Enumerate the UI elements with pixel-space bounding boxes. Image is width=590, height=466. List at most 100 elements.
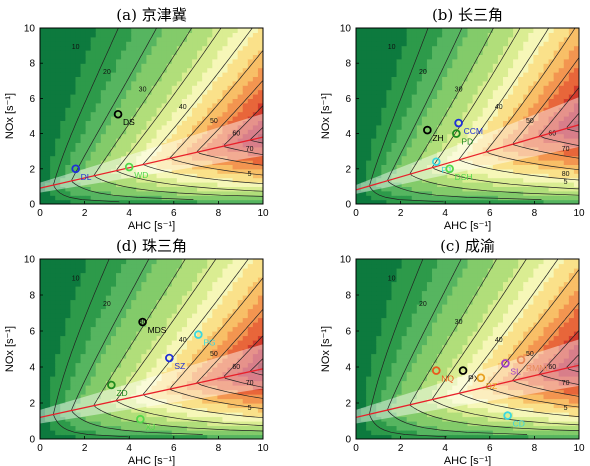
contour-label: 50 [526, 118, 534, 125]
contour-label: 50 [210, 118, 218, 125]
site-label: CD [513, 419, 525, 429]
contour-lines [53, 28, 263, 203]
y-tick-label: 10 [340, 255, 352, 266]
site-marker: RMNL [516, 355, 550, 373]
y-axis-label: NOx [s⁻¹] [320, 93, 332, 139]
contour-label: 40 [495, 337, 503, 344]
plot-frame [355, 27, 580, 205]
site-marker: DZ [476, 373, 497, 391]
x-tick-label: 0 [353, 443, 359, 454]
y-tick-label: 2 [345, 399, 351, 410]
x-tick-label: 4 [126, 208, 132, 219]
site-marker: MDS [138, 317, 167, 335]
site-label: ZH [432, 133, 443, 143]
site-marker: SZ [165, 353, 185, 371]
x-tick-label: 0 [37, 443, 43, 454]
site-label: XJ [145, 422, 155, 432]
y-tick-label: 6 [29, 327, 35, 338]
x-axis-label: AHC [s⁻¹] [444, 220, 491, 232]
x-tick-label: 0 [37, 208, 43, 219]
site-label: DSH [455, 172, 473, 182]
x-tick-label: 8 [216, 443, 222, 454]
y-tick-label: 10 [24, 255, 36, 266]
contour-label: 50 [526, 351, 534, 358]
panel-2: 10 20 30 40 50 60 70 5 MDS PG SZ ZD XJ 0 2 4 6 8 10 0 2 4 6 8 10… [4, 237, 269, 466]
site-marker: CD [503, 411, 525, 429]
site-marker: XJ [136, 414, 155, 432]
site-label: WD [134, 170, 148, 180]
x-tick-label: 10 [257, 443, 269, 454]
site-label: DZ [486, 381, 497, 391]
y-tick-label: 8 [345, 59, 351, 70]
contour-lines [369, 28, 579, 203]
contour-label: 20 [103, 69, 111, 76]
x-tick-label: 8 [532, 208, 538, 219]
contour-label: 70 [246, 146, 254, 153]
x-tick-label: 10 [573, 208, 585, 219]
y-tick-label: 4 [345, 129, 351, 140]
y-tick-label: 8 [345, 291, 351, 302]
x-tick-label: 6 [487, 443, 493, 454]
panel-title: (b) 长三角 [432, 6, 503, 24]
site-marker: DSH [445, 164, 473, 182]
x-tick-label: 0 [353, 208, 359, 219]
contour-label: 50 [210, 351, 218, 358]
contour-label: 60 [548, 364, 556, 371]
plot-frame [39, 27, 264, 205]
y-tick-label: 0 [29, 200, 35, 211]
panel-title: (c) 成渝 [440, 237, 495, 255]
site-label: SZ [174, 361, 185, 371]
contour-label: 5 [564, 405, 568, 412]
y-tick-label: 8 [29, 291, 35, 302]
site-marker: CCM [454, 118, 483, 136]
y-tick-label: 8 [29, 59, 35, 70]
ridge-line [40, 136, 263, 189]
contour-label: 80 [562, 171, 570, 178]
x-tick-label: 4 [442, 208, 448, 219]
x-tick-label: 4 [126, 443, 132, 454]
contour-label: 40 [179, 337, 187, 344]
x-tick-label: 8 [532, 443, 538, 454]
y-tick-label: 4 [29, 363, 35, 374]
y-tick-label: 10 [24, 24, 36, 35]
y-tick-label: 4 [29, 129, 35, 140]
contour-label: 10 [72, 276, 80, 283]
contour-label: 70 [246, 380, 254, 387]
y-tick-label: 6 [345, 94, 351, 105]
site-marker: PX [458, 366, 480, 384]
site-label: PG [203, 338, 215, 348]
site-label: SL [510, 366, 521, 376]
site-label: CCM [464, 126, 483, 136]
ozone-field [40, 259, 263, 439]
contour-label: 30 [455, 86, 463, 93]
contour-label: 10 [72, 44, 80, 51]
y-tick-label: 2 [345, 164, 351, 175]
contour-label: 5 [248, 405, 252, 412]
y-tick-label: 2 [29, 164, 35, 175]
x-tick-label: 10 [573, 443, 585, 454]
site-marker: ZD [107, 380, 128, 398]
contour-label: 10 [388, 276, 396, 283]
x-axis-label: AHC [s⁻¹] [444, 455, 491, 466]
contour-label: 40 [495, 104, 503, 111]
contour-label: 30 [139, 319, 147, 326]
x-tick-label: 6 [171, 443, 177, 454]
site-marker: DS [113, 109, 135, 127]
x-tick-label: 2 [398, 208, 404, 219]
ozone-field [40, 28, 263, 204]
x-tick-label: 6 [487, 208, 493, 219]
ridge-line [40, 368, 263, 419]
site-label: NQ [441, 374, 454, 384]
panel-0: 10 20 30 40 50 60 70 5 DS DL WD 0 2 4 6 8 10 0 2 4 6 8 10 AHC [… [4, 6, 269, 232]
contour-label: 70 [562, 380, 570, 387]
plot-frame [355, 258, 580, 440]
x-tick-label: 4 [442, 443, 448, 454]
x-axis-label: AHC [s⁻¹] [128, 455, 175, 466]
ridge-line [356, 364, 579, 419]
contour-label: 70 [562, 146, 570, 153]
site-marker: WD [124, 162, 148, 180]
x-tick-label: 10 [257, 208, 269, 219]
x-axis-label: AHC [s⁻¹] [128, 220, 175, 232]
contour-label: 20 [419, 301, 427, 308]
